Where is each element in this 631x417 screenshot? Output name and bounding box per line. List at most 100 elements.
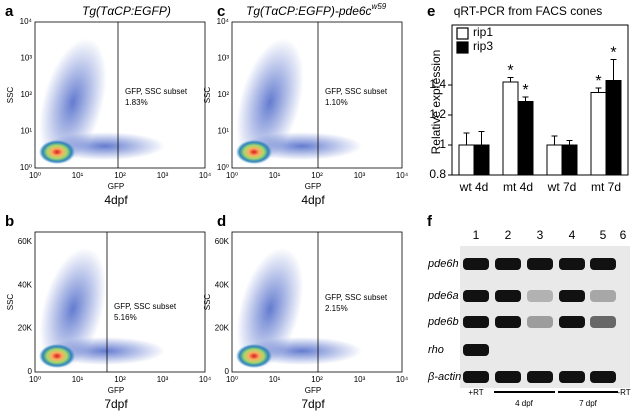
gate-label: GFP, SSC subset <box>325 293 388 302</box>
x-tick-label: 10⁰ <box>226 375 238 384</box>
plot-frame <box>231 231 403 373</box>
y-tick-label: 10³ <box>20 54 32 63</box>
x-tick-label: mt 7d <box>591 180 621 194</box>
x-tick-label: 10³ <box>354 375 366 384</box>
error-bar <box>610 59 617 81</box>
gate-label: GFP, SSC subset <box>325 87 388 96</box>
gene-label: pde6a <box>427 290 459 302</box>
density-cloud <box>242 132 362 161</box>
density-cloud <box>242 337 362 365</box>
panel-title: Tg(TαCP:EGFP) <box>82 4 171 18</box>
gel-band <box>590 371 616 383</box>
condition-label: -RT <box>617 388 630 397</box>
panel-label: d <box>217 213 226 230</box>
x-tick-label: 10³ <box>157 171 169 180</box>
bar <box>502 81 519 176</box>
stage-label: 4dpf <box>301 193 325 207</box>
x-tick-label: 10² <box>311 375 323 384</box>
x-tick-label: wt 7d <box>547 180 577 194</box>
gel-band <box>495 316 521 328</box>
y-tick-label: 10⁴ <box>217 17 230 26</box>
panel-label: a <box>5 3 14 20</box>
bar <box>473 144 490 176</box>
x-tick-label: wt 4d <box>459 180 489 194</box>
condition-label: +RT <box>468 388 483 397</box>
panel-label: b <box>5 213 14 230</box>
gel-band <box>527 258 553 270</box>
condition-label: 4 dpf <box>515 399 534 408</box>
y-tick-label: 10¹ <box>20 127 32 136</box>
bar <box>605 80 622 176</box>
gel-band <box>495 258 521 270</box>
y-tick-label: 40K <box>18 280 33 289</box>
significance-marker: * <box>610 45 616 62</box>
y-tick-label: 0 <box>225 367 230 376</box>
density-cloud <box>45 132 165 161</box>
y-axis-label: SSC <box>203 87 212 104</box>
y-axis-label: SSC <box>6 294 15 311</box>
lane-number: 3 <box>537 228 544 242</box>
lane-number: 2 <box>505 228 512 242</box>
x-axis-label: GFP <box>305 386 321 395</box>
gene-label: pde6b <box>427 316 459 328</box>
gate-percent: 5.16% <box>114 313 137 322</box>
legend-label: rip1 <box>473 25 493 39</box>
lane-number: 5 <box>600 228 607 242</box>
x-tick-label: 10⁴ <box>396 171 409 180</box>
x-tick-label: 10⁴ <box>396 375 409 384</box>
y-tick-label: 20K <box>18 324 33 333</box>
bar <box>517 101 534 176</box>
x-tick-label: 10³ <box>354 171 366 180</box>
y-tick-label: 1.2 <box>429 107 446 121</box>
x-tick-label: 10¹ <box>72 375 84 384</box>
plot-frame <box>34 231 206 373</box>
gel-band <box>559 371 585 383</box>
gel-band <box>559 258 585 270</box>
plot-frame <box>34 21 206 169</box>
x-tick-label: 10⁰ <box>226 171 238 180</box>
stage-label: 4dpf <box>104 193 128 207</box>
x-tick-label: 10⁰ <box>29 171 41 180</box>
x-tick-label: 10³ <box>157 375 169 384</box>
y-axis-label: SSC <box>6 87 15 104</box>
error-bar <box>551 135 558 145</box>
x-tick-label: 10⁰ <box>29 375 41 384</box>
gate-percent: 2.15% <box>325 304 348 313</box>
bar <box>561 144 578 176</box>
x-tick-label: 10² <box>114 171 126 180</box>
gel-band <box>559 290 585 302</box>
legend-label: rip3 <box>473 39 493 53</box>
x-axis-label: GFP <box>305 182 321 191</box>
density-core <box>236 140 272 164</box>
density-core <box>236 344 272 368</box>
x-tick-label: 10² <box>114 375 126 384</box>
panel-label: f <box>427 213 433 230</box>
y-tick-label: 10⁰ <box>217 163 229 172</box>
bar <box>590 92 607 176</box>
gel-band <box>463 316 489 328</box>
y-tick-label: 60K <box>215 237 230 246</box>
gene-label: pde6h <box>427 258 459 270</box>
gel-band <box>590 316 616 328</box>
y-tick-label: 1.4 <box>429 77 446 91</box>
legend-swatch <box>456 41 469 54</box>
y-tick-label: 10² <box>20 90 32 99</box>
gate-percent: 1.10% <box>325 98 348 107</box>
gel-band <box>527 371 553 383</box>
density-core <box>39 344 75 368</box>
y-tick-label: 10³ <box>217 54 229 63</box>
title-text: Tg(TαCP:EGFP) <box>82 4 171 18</box>
y-tick-label: 60K <box>18 237 33 246</box>
density-plot <box>236 38 362 167</box>
y-axis-label: SSC <box>203 294 212 311</box>
title-text: Tg(TαCP:EGFP)-pde6c <box>246 4 372 18</box>
stage-label: 7dpf <box>104 397 128 411</box>
gel-band <box>463 258 489 270</box>
y-tick-label: 10⁴ <box>20 17 33 26</box>
y-tick-label: 0.8 <box>429 167 446 181</box>
x-tick-label: 10⁴ <box>199 375 212 384</box>
x-tick-label: mt 4d <box>503 180 533 194</box>
y-axis-label: Relative expression <box>429 50 443 155</box>
panel-title: Tg(TαCP:EGFP)-pde6cw59 <box>246 2 387 18</box>
